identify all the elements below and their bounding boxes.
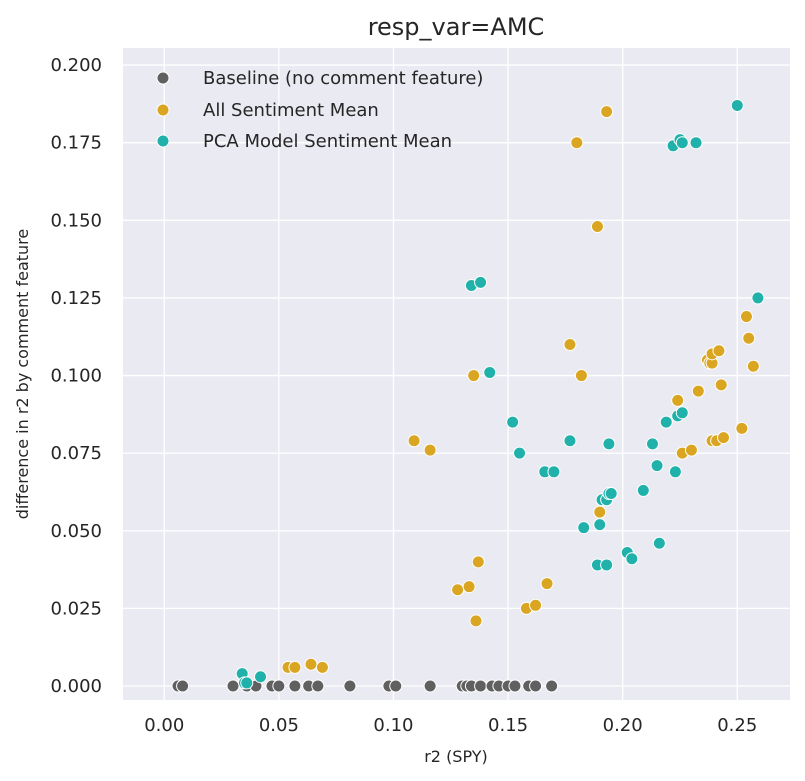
data-point-series-1 (717, 431, 731, 445)
data-point-series-2 (240, 676, 254, 690)
data-point-series-2 (668, 465, 682, 479)
data-point-series-2 (600, 558, 614, 572)
data-point-series-1 (462, 580, 476, 594)
data-point-series-2 (645, 437, 659, 451)
tick-labels: 0.00 0.05 0.10 0.15 0.20 0.25 0.000 0.025 0.050 0… (50, 55, 757, 736)
legend-label-all-sentiment: All Sentiment Mean (203, 100, 379, 121)
data-point-series-2 (604, 487, 618, 501)
data-point-series-2 (563, 434, 577, 448)
data-point-series-2 (675, 136, 689, 150)
y-tick-label: 0.175 (50, 133, 102, 154)
data-point-series-1 (469, 614, 483, 628)
data-point-series-2 (513, 446, 527, 460)
data-point-series-2 (625, 552, 639, 566)
data-point-series-1 (600, 105, 614, 119)
data-point-series-1 (746, 359, 760, 373)
x-axis-label: r2 (SPY) (424, 747, 488, 766)
data-point-series-1 (590, 220, 604, 234)
data-point-series-2 (689, 136, 703, 150)
y-tick-label: 0.075 (50, 443, 102, 464)
data-point-series-1 (684, 443, 698, 457)
data-point-series-1 (570, 136, 584, 150)
y-axis-label: difference in r2 by comment feature (13, 229, 32, 520)
data-point-series-0 (423, 679, 437, 693)
y-tick-label: 0.025 (50, 598, 102, 619)
data-point-series-0 (343, 679, 357, 693)
data-point-series-0 (529, 679, 543, 693)
data-point-series-2 (602, 437, 616, 451)
data-point-series-1 (712, 344, 726, 358)
data-point-series-2 (650, 459, 664, 473)
data-point-series-2 (483, 365, 497, 379)
data-point-series-2 (474, 275, 488, 289)
data-point-series-2 (659, 415, 673, 429)
data-point-series-1 (451, 583, 465, 597)
data-point-series-1 (423, 443, 437, 457)
data-point-series-0 (176, 679, 190, 693)
y-tick-label: 0.100 (50, 366, 102, 387)
data-point-series-1 (540, 577, 554, 591)
y-tick-label: 0.000 (50, 676, 102, 697)
data-point-series-1 (739, 310, 753, 324)
legend-marker-all-sentiment (156, 103, 170, 117)
data-point-series-1 (407, 434, 421, 448)
data-points (171, 98, 765, 693)
data-point-series-0 (226, 679, 240, 693)
data-point-series-1 (742, 331, 756, 345)
data-point-series-1 (593, 505, 607, 519)
x-tick-label: 0.15 (488, 715, 528, 736)
data-point-series-0 (311, 679, 325, 693)
y-tick-label: 0.125 (50, 288, 102, 309)
data-point-series-2 (636, 483, 650, 497)
legend: Baseline (no comment feature) All Sentim… (156, 68, 483, 152)
data-point-series-1 (735, 421, 749, 435)
x-tick-label: 0.00 (144, 715, 184, 736)
data-point-series-1 (288, 660, 302, 674)
data-point-series-2 (577, 521, 591, 535)
x-tick-label: 0.20 (603, 715, 643, 736)
legend-marker-pca-sentiment (156, 134, 170, 148)
legend-marker-baseline (156, 71, 170, 85)
chart-title: resp_var=AMC (368, 13, 545, 41)
data-point-series-0 (474, 679, 488, 693)
y-tick-label: 0.150 (50, 210, 102, 231)
data-point-series-1 (467, 369, 481, 383)
data-point-series-2 (506, 415, 520, 429)
data-point-series-2 (751, 291, 765, 305)
data-point-series-1 (563, 338, 577, 352)
data-point-series-1 (691, 384, 705, 398)
data-point-series-1 (304, 657, 318, 671)
data-point-series-2 (675, 406, 689, 420)
data-point-series-2 (593, 518, 607, 532)
data-point-series-1 (714, 378, 728, 392)
x-tick-label: 0.05 (259, 715, 299, 736)
y-tick-label: 0.200 (50, 55, 102, 76)
data-point-series-1 (471, 555, 485, 569)
data-point-series-0 (545, 679, 559, 693)
data-point-series-2 (547, 465, 561, 479)
data-point-series-0 (389, 679, 403, 693)
legend-label-pca-sentiment: PCA Model Sentiment Mean (203, 131, 452, 152)
y-tick-label: 0.050 (50, 521, 102, 542)
data-point-series-1 (574, 369, 588, 383)
x-tick-label: 0.10 (373, 715, 413, 736)
data-point-series-1 (315, 660, 329, 674)
data-point-series-2 (254, 670, 268, 684)
data-point-series-0 (508, 679, 522, 693)
data-point-series-0 (272, 679, 286, 693)
data-point-series-1 (529, 598, 543, 612)
legend-label-baseline: Baseline (no comment feature) (203, 68, 483, 89)
x-tick-label: 0.25 (717, 715, 757, 736)
data-point-series-2 (652, 536, 666, 550)
data-point-series-0 (288, 679, 302, 693)
data-point-series-2 (730, 98, 744, 112)
data-point-series-1 (671, 393, 685, 407)
